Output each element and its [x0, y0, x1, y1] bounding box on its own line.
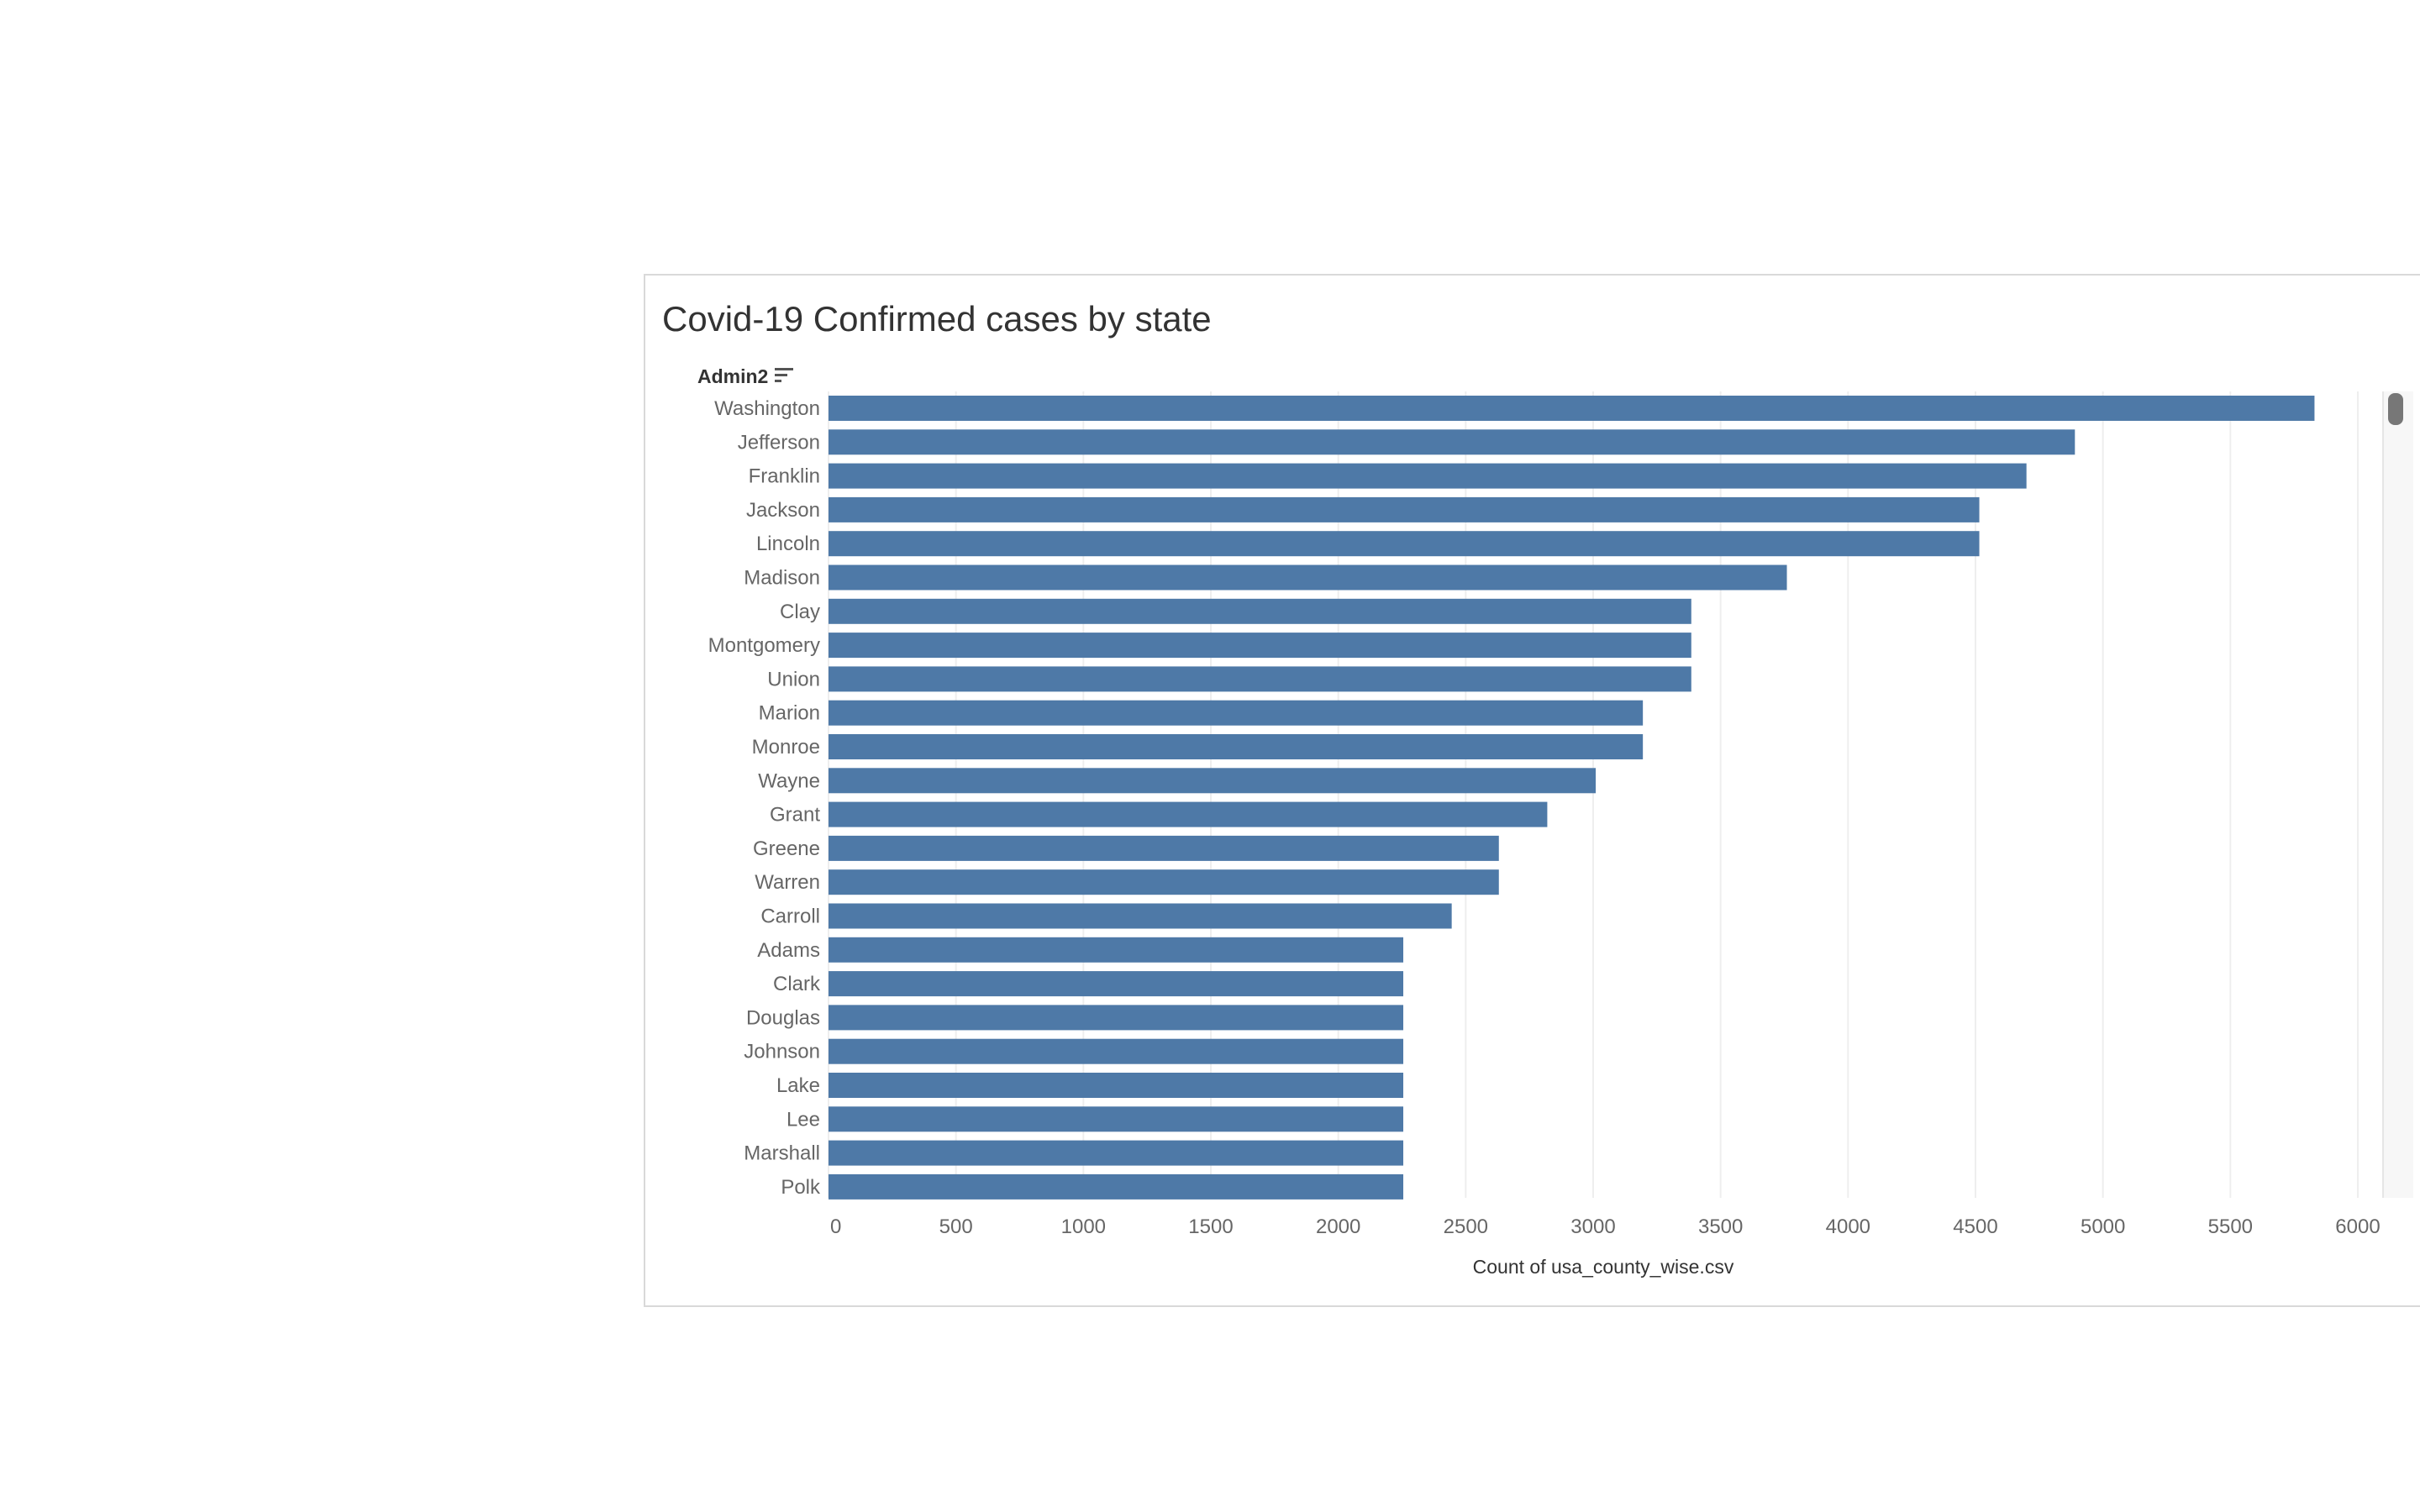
bar[interactable]: [829, 734, 1644, 759]
x-tick-label: 3000: [1570, 1215, 1615, 1238]
scrollbar-track[interactable]: [2383, 391, 2413, 1198]
category-label[interactable]: Lincoln: [756, 533, 820, 555]
x-axis-ticks: 0 500 1000 1500 2000 2500 3000 3500 4000 4500 5000…: [830, 1215, 2381, 1238]
chart-container: Covid-19 Confirmed cases by state Admin2…: [644, 274, 2420, 1307]
bar[interactable]: [829, 429, 2075, 455]
gridlines: [828, 391, 2359, 1198]
category-label[interactable]: Jackson: [746, 499, 820, 522]
x-tick-label: 2500: [1444, 1215, 1488, 1238]
chart-title: Covid-19 Confirmed cases by state: [662, 299, 1212, 339]
bars: [829, 396, 2315, 1200]
bar[interactable]: [829, 1005, 1404, 1031]
category-label[interactable]: Montgomery: [708, 634, 820, 657]
category-label[interactable]: Jefferson: [738, 431, 820, 454]
bar[interactable]: [829, 700, 1644, 726]
bar[interactable]: [829, 1140, 1404, 1166]
bar[interactable]: [829, 633, 1691, 659]
bar[interactable]: [829, 869, 1499, 895]
bar[interactable]: [829, 396, 2315, 421]
bar[interactable]: [829, 801, 1548, 827]
category-label[interactable]: Lee: [786, 1108, 820, 1131]
x-tick-label: 0: [830, 1215, 841, 1238]
category-label[interactable]: Marion: [759, 702, 820, 725]
bar[interactable]: [829, 971, 1404, 997]
bar[interactable]: [829, 768, 1597, 794]
bar[interactable]: [829, 1106, 1404, 1132]
x-tick-label: 5000: [2081, 1215, 2125, 1238]
scrollbar-thumb[interactable]: [2388, 393, 2403, 425]
bar[interactable]: [829, 903, 1452, 929]
x-tick-label: 3500: [1698, 1215, 1743, 1238]
bar[interactable]: [829, 1173, 1404, 1200]
bar[interactable]: [829, 598, 1691, 624]
bar[interactable]: [829, 463, 2027, 489]
category-label[interactable]: Union: [767, 668, 820, 690]
category-label[interactable]: Warren: [755, 871, 820, 894]
bar[interactable]: [829, 937, 1404, 963]
x-tick-label: 6000: [2335, 1215, 2380, 1238]
category-label[interactable]: Clay: [780, 601, 820, 623]
bar[interactable]: [829, 666, 1691, 692]
scrollbar[interactable]: [2382, 391, 2413, 1198]
x-axis-title: Count of usa_county_wise.csv: [1473, 1256, 1734, 1278]
x-tick-label: 4500: [1953, 1215, 1997, 1238]
category-label[interactable]: Marshall: [744, 1142, 820, 1165]
x-tick-label: 1000: [1061, 1215, 1106, 1238]
category-axis-header[interactable]: Admin2: [697, 365, 768, 387]
category-label[interactable]: Franklin: [749, 465, 820, 488]
bar[interactable]: [829, 1038, 1404, 1064]
x-tick-label: 1500: [1188, 1215, 1233, 1238]
category-label[interactable]: Johnson: [744, 1041, 820, 1063]
category-label[interactable]: Douglas: [746, 1006, 820, 1029]
category-label[interactable]: Greene: [753, 837, 820, 860]
category-label[interactable]: Grant: [770, 804, 820, 827]
category-label[interactable]: Lake: [776, 1074, 820, 1097]
bar[interactable]: [829, 564, 1787, 591]
x-tick-label: 500: [939, 1215, 973, 1238]
category-label[interactable]: Polk: [781, 1176, 821, 1199]
bar-chart: Covid-19 Confirmed cases by state Admin2…: [662, 299, 2413, 1278]
category-label[interactable]: Carroll: [760, 906, 820, 928]
category-label[interactable]: Monroe: [752, 736, 820, 759]
x-tick-label: 5500: [2208, 1215, 2253, 1238]
category-label[interactable]: Wayne: [758, 769, 820, 792]
category-labels: Washington Jefferson Franklin Jackson Lincol…: [708, 397, 821, 1199]
bar[interactable]: [829, 835, 1499, 861]
x-tick-label: 4000: [1826, 1215, 1870, 1238]
sort-icon[interactable]: [775, 368, 793, 382]
bar[interactable]: [829, 531, 1980, 557]
x-tick-label: 2000: [1316, 1215, 1360, 1238]
category-label[interactable]: Adams: [757, 939, 820, 962]
category-label[interactable]: Madison: [744, 567, 820, 590]
category-label[interactable]: Clark: [773, 973, 821, 995]
bar[interactable]: [829, 1073, 1404, 1098]
bar[interactable]: [829, 496, 1980, 522]
category-label[interactable]: Washington: [714, 397, 820, 420]
